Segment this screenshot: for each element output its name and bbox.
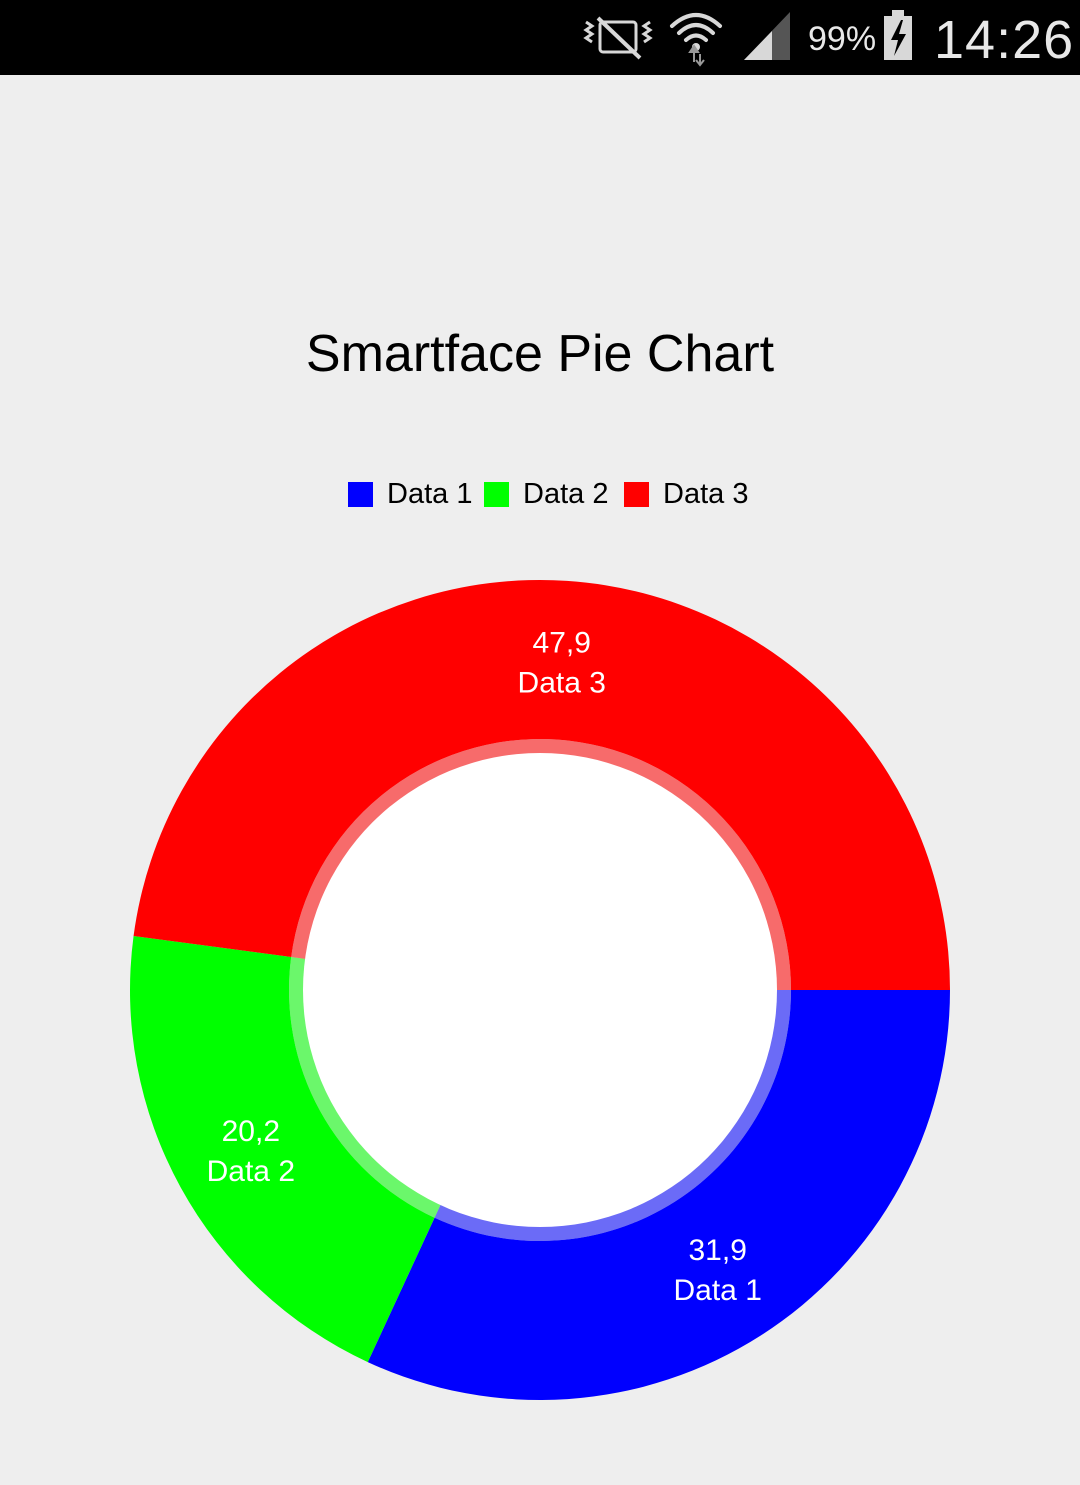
status-bar: 99% 14:26 <box>0 0 1080 75</box>
battery-percent: 99% <box>808 20 877 58</box>
chart-title: Smartface Pie Chart <box>305 325 775 383</box>
pie-slice-3[interactable] <box>133 580 951 990</box>
slice-value-label: 31,9 <box>689 1234 747 1267</box>
legend-label: Data 2 <box>523 478 609 510</box>
slice-name-label: Data 2 <box>207 1155 295 1188</box>
pie-slice-1[interactable] <box>367 990 950 1400</box>
vibrate-mute-icon <box>583 16 653 60</box>
legend-label: Data 3 <box>663 478 749 510</box>
legend-swatch <box>484 482 509 507</box>
pie-slice-1-highlight-ring <box>434 990 791 1241</box>
legend-swatch <box>624 482 649 507</box>
legend-label: Data 1 <box>387 478 473 510</box>
slice-value-label: 47,9 <box>533 627 591 660</box>
pie-slice-2-highlight-ring <box>289 956 441 1218</box>
legend-swatch <box>348 482 373 507</box>
clock: 14:26 <box>934 10 1075 70</box>
slice-value-label: 20,2 <box>222 1115 280 1148</box>
slice-name-label: Data 3 <box>518 667 606 700</box>
wifi-icon <box>670 13 722 67</box>
signal-icon <box>744 12 790 60</box>
legend: Data 1 Data 2 Data 3 <box>0 476 1080 512</box>
pie-slice-2[interactable] <box>130 936 435 1363</box>
donut-hole <box>303 753 777 1227</box>
battery-charging-icon <box>884 10 912 60</box>
slice-name-label: Data 1 <box>674 1274 762 1307</box>
